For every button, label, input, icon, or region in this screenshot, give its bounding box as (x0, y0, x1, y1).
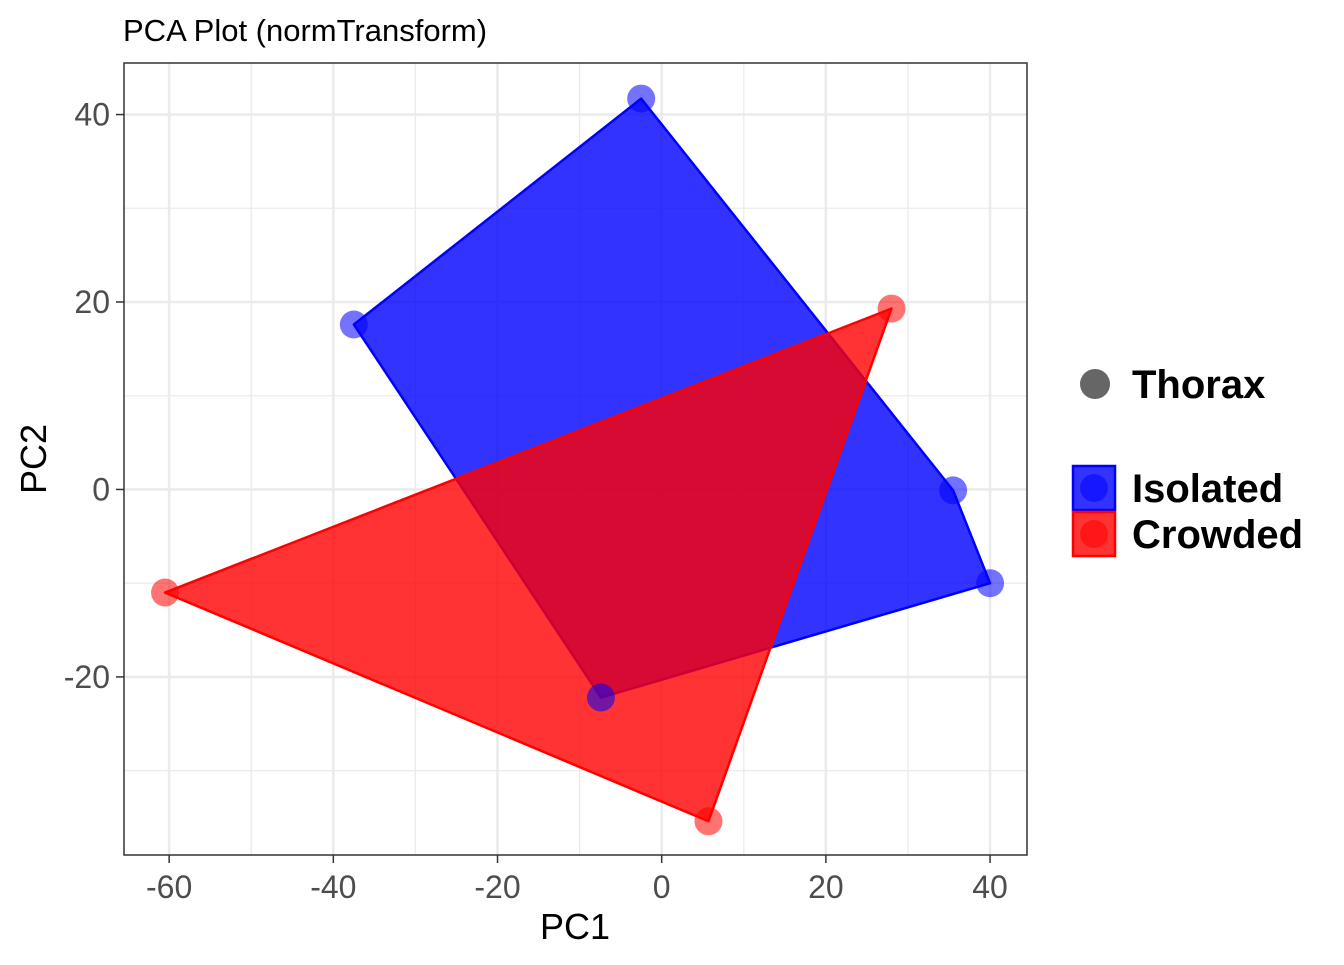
legend-thorax-label: Thorax (1132, 363, 1265, 407)
legend-label-isolated: Isolated (1132, 467, 1283, 511)
chart-title: PCA Plot (normTransform) (123, 13, 487, 48)
y-tick-label: -20 (64, 659, 110, 695)
plot-panel-border (123, 62, 1028, 856)
x-tick-label: 0 (653, 869, 671, 905)
hull-crowded (163, 307, 893, 823)
x-axis-title: PC1 (540, 906, 610, 947)
legend-label-crowded: Crowded (1132, 513, 1303, 557)
x-axis-ticks: -60 -40 -20 0 20 40 (146, 855, 1008, 905)
y-tick-label: 40 (74, 97, 110, 133)
x-tick-label: 20 (808, 869, 844, 905)
x-tick-label: 40 (972, 869, 1008, 905)
y-axis-ticks: -20 0 20 40 (64, 97, 124, 695)
x-tick-label: -20 (474, 869, 520, 905)
legend-thorax-symbol (1080, 369, 1110, 399)
data-point-crowded (694, 807, 723, 836)
y-axis-title: PC2 (13, 424, 54, 494)
data-point-isolated (939, 476, 968, 505)
group-hulls (163, 97, 992, 823)
x-tick-label: -60 (146, 869, 192, 905)
legend-key-point-isolated (1080, 474, 1108, 502)
data-points (151, 84, 1005, 836)
y-tick-label: 20 (74, 284, 110, 320)
data-point-crowded (151, 578, 180, 607)
x-tick-label: -40 (310, 869, 356, 905)
data-point-isolated (627, 84, 656, 113)
data-point-crowded (877, 294, 906, 323)
data-point-isolated (976, 569, 1005, 598)
y-tick-label: 0 (92, 471, 110, 507)
legend-key-point-crowded (1080, 520, 1108, 548)
data-point-isolated (339, 310, 368, 339)
data-point-isolated (586, 683, 615, 712)
